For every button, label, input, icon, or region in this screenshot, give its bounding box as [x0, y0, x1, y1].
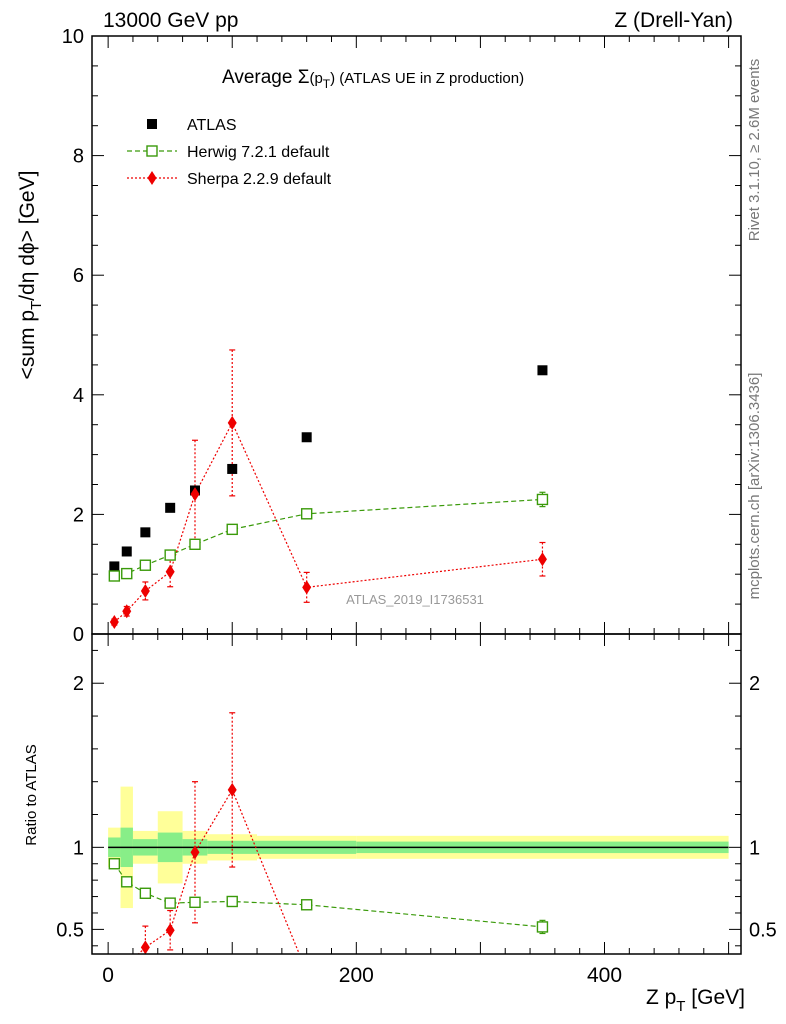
- main-title: Average Σ(pT) (ATLAS UE in Z production): [222, 67, 524, 91]
- title-sub: T: [323, 77, 331, 91]
- atlas-data-point: [140, 527, 151, 538]
- x-axis-label: Z pT [GeV]: [646, 986, 745, 1015]
- herwig-data-point: [121, 567, 133, 580]
- sherpa-ratio-point: [165, 923, 175, 938]
- sherpa-data-point: [165, 564, 175, 579]
- xlabel-b: [GeV]: [685, 986, 745, 1009]
- title-sigma: Σ: [298, 67, 310, 88]
- atlas-data-point: [109, 561, 120, 572]
- main-y-axis-label: <sum pT/dη dϕ> [GeV]: [16, 171, 45, 380]
- ratio-y-tick-label-right: 1: [749, 837, 760, 859]
- ylabel-a: <sum p: [16, 310, 39, 379]
- atlas-data-point: [121, 546, 132, 557]
- main-y-tick-label: 0: [73, 624, 84, 646]
- sherpa-ratio-point: [538, 958, 547, 972]
- atlas-data-point: [165, 502, 176, 513]
- herwig-ratio-point: [300, 899, 313, 911]
- title-rest: (ATLAS UE in Z production): [335, 70, 524, 87]
- process-label: Z (Drell-Yan): [614, 9, 733, 32]
- ratio-y-tick-label-right: 0.5: [749, 919, 777, 941]
- sherpa-ratio-point: [190, 845, 200, 860]
- ratio-plot-series: [108, 712, 549, 979]
- sherpa-data-point: [109, 615, 119, 630]
- sherpa-ratio-point: [302, 965, 311, 979]
- title-open: (p: [309, 70, 322, 87]
- legend-label: Sherpa 2.2.9 default: [187, 171, 332, 188]
- herwig-ratio-point: [139, 887, 152, 899]
- x-tick-label: 400: [587, 964, 622, 987]
- rivet-version-label: Rivet 3.1.10, ≥ 2.6M events: [746, 59, 763, 242]
- main-y-tick-label: 4: [73, 385, 84, 407]
- atlas-data-point: [537, 365, 548, 376]
- ylabel-sub: T: [28, 301, 45, 310]
- xlabel-sub: T: [676, 998, 685, 1015]
- energy-label: 13000 GeV pp: [103, 9, 238, 32]
- sherpa-line: [113, 421, 543, 623]
- xlabel-a: Z p: [646, 986, 676, 1009]
- mcplots-label: mcplots.cern.ch [arXiv:1306.3436]: [746, 373, 763, 600]
- ratio-y-tick-label-right: 2: [749, 673, 760, 695]
- herwig-ratio-point: [121, 876, 133, 888]
- x-tick-label: 0: [102, 964, 114, 987]
- sherpa-data-point: [227, 415, 237, 430]
- herwig-line: [114, 498, 543, 577]
- herwig-ratio-point: [536, 921, 549, 933]
- legend: ATLAS Herwig 7.2.1 default Sherpa 2.2.9 de…: [127, 117, 332, 188]
- ratio-plot-frame: [91, 633, 742, 955]
- atlas-data-point: [301, 432, 312, 443]
- herwig-data-point: [300, 508, 313, 520]
- herwig-data-point: [139, 559, 152, 571]
- ylabel-b: /dη dϕ> [GeV]: [16, 171, 39, 301]
- sherpa-data-point: [140, 583, 150, 598]
- herwig-data-point: [189, 538, 201, 550]
- axis-ticks: 0 200 400 0 2 4 6 8 10 0.5 0.5 1 1 2 2: [56, 26, 777, 987]
- main-y-tick-label: 10: [62, 26, 84, 48]
- sherpa-data-point: [190, 487, 200, 502]
- herwig-ratio-point: [164, 897, 176, 909]
- analysis-label: ATLAS_2019_I1736531: [346, 592, 484, 607]
- title-close: ): [330, 70, 335, 87]
- main-y-tick-label: 2: [73, 504, 84, 526]
- herwig-ratio-point: [226, 895, 238, 908]
- sherpa-ratio-point: [227, 782, 237, 797]
- legend-sherpa-marker: [147, 171, 157, 185]
- main-y-tick-label: 8: [73, 146, 84, 168]
- ratio-y-tick-label: 1: [73, 837, 84, 859]
- ratio-y-tick-label: 0.5: [56, 919, 84, 941]
- x-tick-label: 200: [339, 964, 374, 987]
- herwig-ratio-point: [189, 896, 201, 909]
- ratio-y-tick-label: 2: [73, 673, 84, 695]
- herwig-ratio-point: [108, 858, 121, 870]
- legend-label: ATLAS: [187, 117, 237, 134]
- sherpa-ratio-line: [137, 788, 300, 954]
- sherpa-data-point: [537, 552, 547, 567]
- sherpa-ratio-point: [122, 958, 131, 972]
- herwig-data-point: [108, 570, 121, 582]
- sherpa-ratio-point: [140, 940, 150, 954]
- herwig-data-point: [164, 549, 176, 561]
- legend-herwig-marker: [146, 145, 158, 157]
- atlas-data-point: [227, 463, 238, 474]
- legend-label: Herwig 7.2.1 default: [187, 144, 330, 161]
- ratio-y-axis-label: Ratio to ATLAS: [23, 744, 40, 845]
- main-plot-series: [108, 349, 549, 630]
- sherpa-data-point: [122, 604, 132, 619]
- herwig-data-point: [536, 493, 549, 506]
- title-prefix: Average: [222, 67, 298, 88]
- legend-atlas-marker: [147, 119, 157, 129]
- sherpa-data-point: [302, 580, 312, 595]
- herwig-data-point: [226, 523, 238, 536]
- main-y-tick-label: 6: [73, 265, 84, 287]
